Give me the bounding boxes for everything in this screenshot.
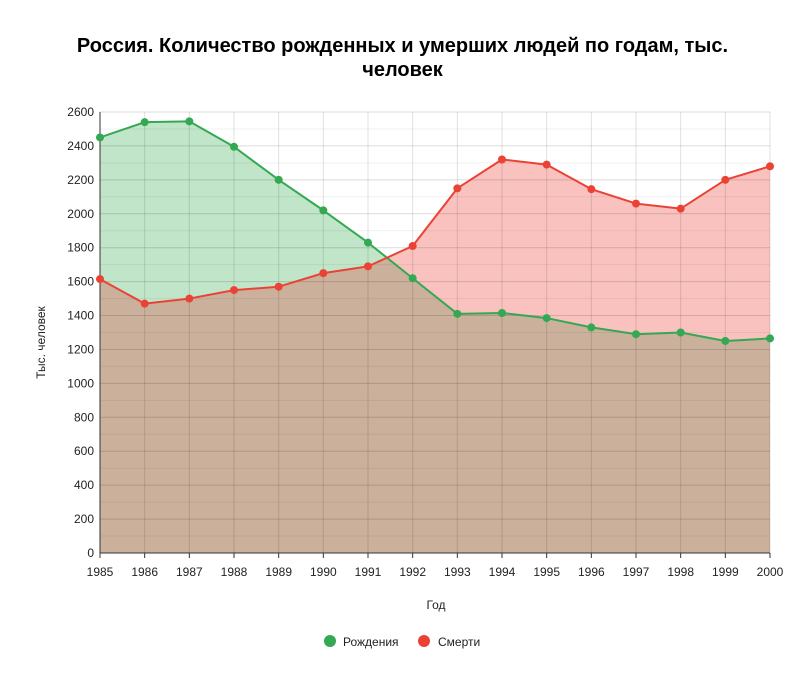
data-point-deaths xyxy=(96,275,104,284)
y-tick-label: 800 xyxy=(74,410,94,424)
y-tick-label: 2200 xyxy=(67,173,94,187)
data-point-deaths xyxy=(140,299,149,308)
data-point-births xyxy=(408,274,417,283)
y-tick-label: 2400 xyxy=(67,139,94,153)
y-tick-label: 2600 xyxy=(67,105,94,119)
data-point-deaths xyxy=(542,160,551,169)
y-tick-label: 1600 xyxy=(67,275,94,289)
x-tick-label: 1989 xyxy=(265,565,292,579)
data-point-deaths xyxy=(766,162,774,171)
data-point-births xyxy=(364,238,372,247)
data-point-deaths xyxy=(498,155,506,164)
legend-marker-deaths xyxy=(418,635,430,647)
y-tick-label: 0 xyxy=(87,546,94,560)
data-point-births xyxy=(274,175,283,184)
x-tick-label: 1998 xyxy=(667,565,694,579)
data-point-deaths xyxy=(319,269,328,278)
area-overlap-fill xyxy=(100,257,770,553)
x-tick-label: 1994 xyxy=(489,565,516,579)
x-tick-label: 1996 xyxy=(578,565,605,579)
y-tick-label: 1800 xyxy=(67,241,94,255)
x-tick-label: 2000 xyxy=(757,565,784,579)
data-point-births xyxy=(587,323,596,332)
data-point-births xyxy=(632,330,640,339)
legend-marker-births xyxy=(324,635,336,647)
y-tick-label: 400 xyxy=(74,478,94,492)
chart-title: Россия. Количество рожденных и умерших л… xyxy=(76,35,729,81)
x-tick-label: 1985 xyxy=(87,565,114,579)
y-tick-label: 1400 xyxy=(67,309,94,323)
x-tick-label: 1997 xyxy=(623,565,650,579)
x-tick-label: 1995 xyxy=(533,565,560,579)
x-tick-label: 1993 xyxy=(444,565,471,579)
y-tick-label: 1200 xyxy=(67,342,94,356)
x-tick-label: 1987 xyxy=(176,565,203,579)
x-tick-label: 1988 xyxy=(221,565,248,579)
data-point-births xyxy=(542,314,551,323)
data-point-deaths xyxy=(587,185,596,194)
legend-label-deaths: Смерти xyxy=(438,635,480,649)
series-line-deaths xyxy=(99,158,771,305)
x-tick-label: 1990 xyxy=(310,565,337,579)
data-point-deaths xyxy=(721,175,730,184)
data-point-births xyxy=(319,206,328,215)
series-line-births xyxy=(99,120,771,342)
y-tick-label: 2000 xyxy=(67,207,94,221)
data-point-births xyxy=(185,117,194,126)
data-point-deaths xyxy=(676,204,685,213)
x-tick-label: 1991 xyxy=(355,565,382,579)
y-tick-label: 1000 xyxy=(67,376,94,390)
data-point-births xyxy=(96,133,104,142)
data-point-births xyxy=(766,334,774,343)
y-tick-label: 200 xyxy=(74,512,94,526)
data-point-births xyxy=(676,328,685,337)
x-tick-label: 1992 xyxy=(399,565,426,579)
data-point-deaths xyxy=(453,184,462,193)
y-tick-label: 600 xyxy=(74,444,94,458)
data-point-deaths xyxy=(185,294,194,303)
legend-label-births: Рождения xyxy=(343,635,399,649)
data-point-births xyxy=(230,142,238,151)
data-point-deaths xyxy=(230,286,238,295)
x-axis-label: Год xyxy=(426,598,445,612)
data-point-births xyxy=(498,308,506,317)
x-tick-label: 1999 xyxy=(712,565,739,579)
data-point-deaths xyxy=(632,199,640,208)
data-point-births xyxy=(453,309,462,318)
data-point-births xyxy=(140,118,149,127)
data-point-deaths xyxy=(274,282,283,291)
y-axis-label: Тыс. человек xyxy=(34,305,48,378)
data-point-births xyxy=(721,336,730,345)
data-point-deaths xyxy=(364,262,372,271)
data-point-deaths xyxy=(408,241,417,250)
x-tick-label: 1986 xyxy=(131,565,158,579)
